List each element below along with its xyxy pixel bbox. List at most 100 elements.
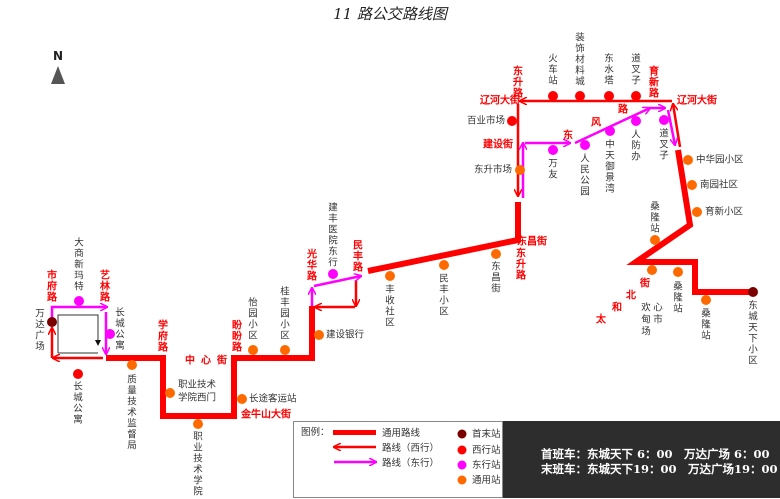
main-line-middle	[367, 202, 521, 274]
road-label-0-char: 市	[47, 269, 57, 282]
station-west-dot[interactable]	[604, 91, 614, 101]
station-label-char: 桑	[650, 202, 660, 213]
station-west-dot[interactable]	[631, 91, 641, 101]
station-common-dot[interactable]	[280, 345, 290, 355]
station-label: 东升市场	[474, 164, 512, 176]
station-label-char: 桑	[673, 282, 683, 293]
station-common-dot[interactable]	[692, 207, 702, 217]
station-common-dot[interactable]	[385, 271, 395, 281]
station-common-dot[interactable]	[647, 265, 657, 275]
station-east-dot[interactable]	[105, 329, 115, 339]
station-common-dot[interactable]	[683, 155, 693, 165]
road-label-6-char: 路	[307, 270, 318, 283]
station-label-char: 行	[328, 257, 338, 269]
north-label: N	[53, 49, 63, 63]
station-east-dot[interactable]	[631, 116, 641, 126]
station-label-char: 站	[701, 330, 711, 342]
station-label-char: 人	[580, 154, 590, 165]
road-label-4: 盼盼路	[232, 319, 243, 354]
station-label: 育新小区	[705, 206, 744, 218]
legend-east-stop: 东行站	[472, 459, 501, 471]
station-common-dot[interactable]	[314, 330, 324, 340]
road-label-8-char: 东	[516, 247, 526, 260]
station-label-char: 下	[748, 334, 758, 345]
station-label-char: 城	[575, 77, 585, 88]
legend-main-line-swatch	[333, 430, 376, 435]
legend-main-line: 通用路线	[382, 427, 421, 439]
station-label-char: 区	[280, 331, 290, 342]
station-label-char: 叉	[631, 65, 641, 76]
station-common-dot[interactable]	[237, 394, 247, 404]
station-label-char: 人	[631, 130, 641, 141]
station-label-char: 商	[74, 248, 84, 260]
station-label-char: 心	[653, 303, 663, 314]
station-west-dot[interactable]	[575, 91, 585, 101]
station-common-dot[interactable]	[127, 360, 137, 370]
north-indicator: N	[51, 49, 65, 84]
road-label-9: 东昌街	[517, 235, 547, 248]
station-label-char: 局	[127, 441, 137, 452]
station-label-char: 民	[580, 165, 590, 176]
road-label-14-char: 路	[649, 87, 660, 100]
station-common-dot[interactable]	[248, 345, 258, 355]
station-label-char: 小	[280, 320, 290, 331]
station-label-char: 万	[548, 159, 558, 170]
station-east-dot[interactable]	[74, 296, 84, 306]
road-label-10: 东升路	[513, 65, 524, 100]
station-common-dot[interactable]	[165, 388, 175, 398]
station-east-dot[interactable]	[580, 140, 590, 150]
station-common-dot[interactable]	[491, 249, 501, 259]
station-east-dot[interactable]	[659, 115, 669, 125]
station-west-dot[interactable]	[73, 369, 83, 379]
road-label-14: 育新路	[649, 65, 660, 100]
station-west-dot[interactable]	[548, 91, 558, 101]
road-label-10-char: 升	[513, 76, 523, 89]
station-label-char: 站	[650, 223, 660, 235]
road-labels: 市府路艺林路学府路中心街盼盼路金牛山大街光华路民丰路东升路东昌街东升路辽河大街建…	[47, 65, 717, 421]
station-label-char: 技	[193, 453, 203, 465]
station-east-dot[interactable]	[548, 145, 558, 155]
schedule-text: 首班车：东城天下 6：00 万达广场 6：00 末班车：东城天下19：00 万达…	[541, 447, 778, 476]
station-common-dot[interactable]	[650, 235, 660, 245]
station-common-dot[interactable]	[701, 295, 711, 305]
road-label-4-char: 盼	[232, 330, 242, 343]
station-label-char: 院	[193, 486, 203, 498]
station-label: 长途客运站	[249, 393, 297, 405]
station-common-dot[interactable]	[673, 267, 683, 277]
station-label-char: 街	[491, 283, 501, 295]
station-label: 东昌街	[491, 261, 501, 295]
station-common-dot[interactable]	[515, 165, 525, 175]
road-label-0-char: 府	[47, 280, 57, 293]
station-label-char: 小	[439, 296, 449, 307]
station-common-dot[interactable]	[439, 260, 449, 270]
station-label: 桑隆站	[650, 202, 660, 235]
station-label-char: 昌	[491, 273, 501, 284]
station-label-char: 天	[605, 151, 615, 162]
station-label-char: 东	[604, 53, 614, 65]
station-common-dot[interactable]	[687, 180, 697, 190]
station-west-dot[interactable]	[507, 116, 517, 126]
road-label-16-char: 街	[639, 277, 650, 290]
station-terminal-dot[interactable]	[47, 317, 57, 327]
station-terminal-dot[interactable]	[748, 287, 758, 297]
road-label-7-char: 路	[353, 261, 364, 274]
station-label-char: 天	[748, 323, 758, 334]
station-common-dot[interactable]	[193, 419, 203, 429]
station-label: 建设银行	[326, 329, 365, 341]
station-east-dot[interactable]	[328, 269, 338, 279]
station-label-char: 水	[604, 64, 614, 76]
station-label-char: 技	[127, 396, 137, 408]
station-east-dot[interactable]	[605, 126, 615, 136]
road-label-4-char: 路	[232, 341, 243, 354]
station-label-char: 学	[193, 475, 203, 487]
road-label-8-char: 升	[516, 258, 526, 271]
station-label-char: 公	[580, 176, 590, 187]
